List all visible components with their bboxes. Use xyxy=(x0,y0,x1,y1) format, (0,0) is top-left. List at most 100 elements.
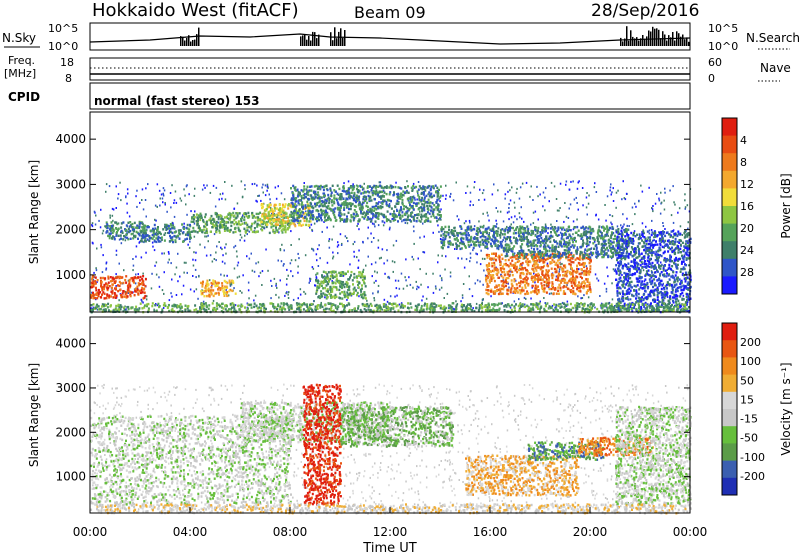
power-cell xyxy=(565,180,568,183)
power-cell xyxy=(287,297,290,299)
power-cell xyxy=(138,234,141,237)
power-cell xyxy=(116,222,119,226)
power-cell xyxy=(205,254,208,257)
power-cell xyxy=(101,286,103,289)
power-cell xyxy=(138,241,140,244)
power-cell xyxy=(449,271,452,274)
power-cell xyxy=(483,239,486,242)
power-cell xyxy=(155,237,158,240)
power-cell xyxy=(225,252,227,255)
power-cell xyxy=(555,306,557,308)
power-cell xyxy=(208,279,211,282)
power-cell xyxy=(645,252,647,255)
power-cell xyxy=(317,213,320,216)
power-cell xyxy=(331,199,333,202)
power-cell xyxy=(421,208,424,211)
power-cell xyxy=(300,189,303,192)
power-cell xyxy=(346,283,348,287)
power-cell xyxy=(419,236,421,239)
power-cell xyxy=(415,220,418,223)
power-cell xyxy=(192,226,195,230)
power-cell xyxy=(189,235,192,239)
power-cell xyxy=(614,237,617,240)
power-cell xyxy=(120,242,123,245)
power-cell xyxy=(224,262,226,265)
power-cell xyxy=(524,286,527,289)
power-cell xyxy=(497,227,500,230)
power-cell xyxy=(287,203,290,206)
power-region xyxy=(90,275,147,300)
nsky-spike xyxy=(660,38,662,46)
power-cell xyxy=(309,279,311,282)
power-cell xyxy=(354,199,357,202)
power-cell xyxy=(355,194,358,197)
nsky-spike xyxy=(678,33,680,46)
power-cell xyxy=(189,288,192,291)
power-cell xyxy=(343,187,345,190)
power-cell xyxy=(348,207,350,211)
power-cell xyxy=(366,299,368,302)
power-cell xyxy=(492,274,495,277)
power-cell xyxy=(594,182,596,185)
power-cell xyxy=(554,287,557,290)
power-cell xyxy=(408,276,410,279)
power-cell xyxy=(492,269,495,273)
power-cell xyxy=(442,236,444,239)
power-cell xyxy=(449,243,452,246)
power-cell xyxy=(563,228,566,231)
power-cell xyxy=(205,294,208,298)
nsky-tick-top-right: 10^5 xyxy=(708,22,738,35)
power-cell xyxy=(348,187,351,191)
power-cell xyxy=(372,292,374,295)
power-cell xyxy=(319,214,322,217)
power-cell xyxy=(121,295,124,298)
power-cell xyxy=(303,188,306,191)
power-cell xyxy=(199,216,202,220)
power-cell xyxy=(358,207,361,210)
power-cell xyxy=(228,218,231,221)
power-cell xyxy=(606,266,608,269)
power-cell xyxy=(193,251,195,254)
power-cell xyxy=(196,222,199,226)
power-cell xyxy=(346,202,349,205)
power-cell xyxy=(547,274,550,278)
power-cell xyxy=(448,236,451,239)
power-cell xyxy=(527,240,529,243)
power-cell xyxy=(318,218,320,222)
power-cell xyxy=(168,252,170,255)
power-cell xyxy=(180,199,183,202)
power-cell xyxy=(394,279,397,282)
power-cell xyxy=(585,285,588,288)
power-cell xyxy=(144,199,147,201)
power-cell xyxy=(490,270,493,273)
power-cell xyxy=(147,225,150,229)
power-cell xyxy=(612,251,614,254)
power-cell xyxy=(242,213,245,216)
power-cell xyxy=(213,220,216,223)
power-cell xyxy=(99,276,102,280)
power-cell xyxy=(343,290,346,294)
power-cell xyxy=(399,217,402,220)
power-cell xyxy=(115,294,118,297)
power-cell xyxy=(473,181,476,183)
power-cell xyxy=(103,297,106,300)
power-cell xyxy=(106,230,109,233)
nsky-spike xyxy=(654,28,656,46)
power-cell xyxy=(610,183,612,186)
power-cell xyxy=(396,199,399,203)
power-cell xyxy=(609,255,612,258)
power-cell xyxy=(95,269,98,272)
power-cell xyxy=(365,191,368,194)
power-cell xyxy=(304,292,307,295)
power-cell xyxy=(333,215,336,219)
power-cell xyxy=(539,278,542,281)
power-cell xyxy=(332,276,335,280)
power-cell xyxy=(374,270,376,273)
power-cell xyxy=(320,196,323,199)
power-cell xyxy=(515,257,518,260)
nave-tick-top-right: 60 xyxy=(708,56,722,69)
power-cell xyxy=(115,253,118,256)
power-cell xyxy=(627,275,630,278)
power-cell xyxy=(269,198,271,201)
power-cell xyxy=(215,186,218,189)
